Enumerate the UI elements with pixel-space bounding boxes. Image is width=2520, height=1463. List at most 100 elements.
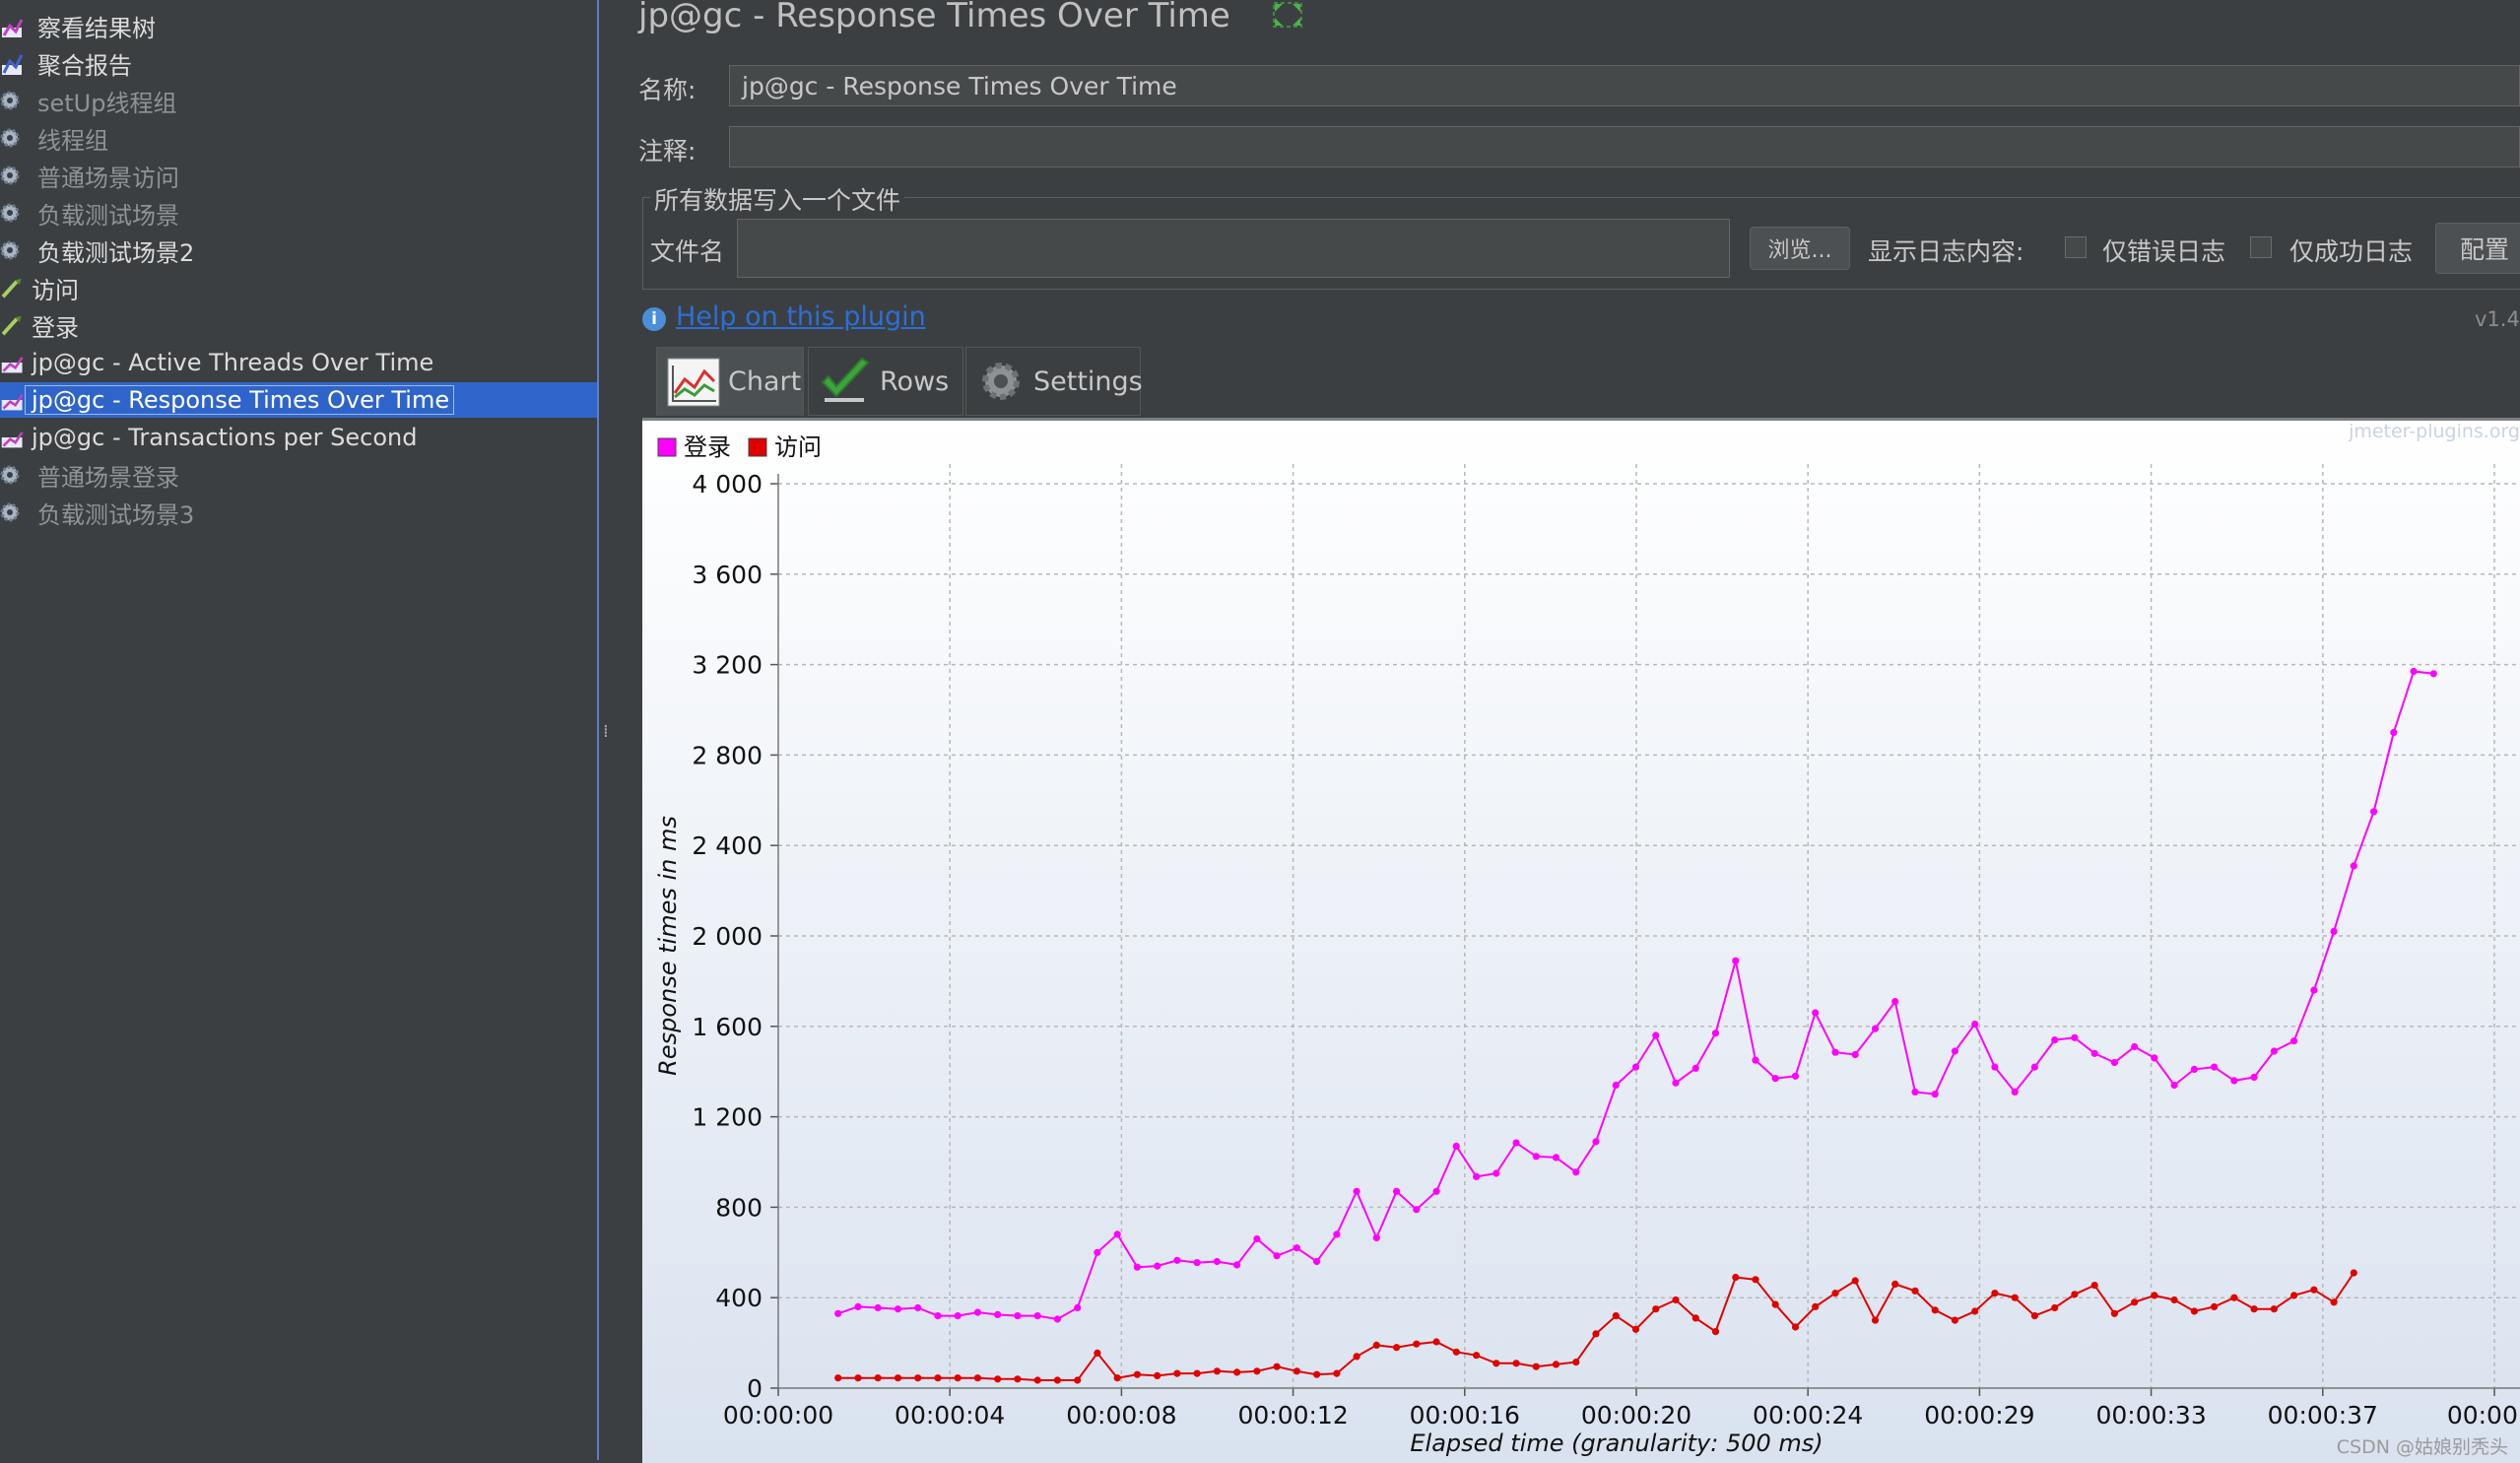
tree-item-label: 普通场景登录 (37, 463, 179, 492)
config-button[interactable]: 配置 (2435, 223, 2520, 274)
data-point (1014, 1312, 1022, 1320)
tree-item[interactable]: jp@gc - Transactions per Second (0, 420, 422, 455)
data-point (1074, 1303, 1082, 1312)
data-point (2090, 1049, 2098, 1057)
data-point (1233, 1261, 1241, 1269)
comment-field[interactable] (729, 126, 2520, 167)
data-point (2011, 1294, 2019, 1301)
tree-item[interactable]: 访问 (0, 270, 83, 305)
success-only-checkbox[interactable] (2250, 236, 2272, 258)
x-tick-label: 00:00:12 (1237, 1401, 1348, 1430)
tree-item[interactable]: setUp线程组 (0, 83, 180, 118)
data-point (1911, 1088, 1919, 1096)
tree-item[interactable]: 普通场景访问 (0, 158, 183, 193)
legend-label: 登录 (684, 433, 731, 461)
pipette-icon (0, 273, 26, 302)
tab-settings[interactable]: Settings (965, 347, 1143, 416)
data-point (2250, 1073, 2258, 1081)
tree-item-label: 负载测试场景 (37, 201, 179, 230)
data-point (2170, 1081, 2178, 1090)
data-point (1552, 1154, 1560, 1162)
tree-item[interactable]: 负载测试场景3 (0, 495, 198, 530)
data-point (1413, 1206, 1421, 1214)
data-point (1771, 1075, 1779, 1083)
data-point (1831, 1290, 1839, 1297)
filename-field[interactable] (737, 219, 1730, 278)
tree-item[interactable]: jp@gc - Response Times Over Time (0, 382, 597, 418)
data-point (1372, 1341, 1380, 1349)
data-point (1572, 1359, 1580, 1366)
divider-grip-icon[interactable]: ⁞ (603, 721, 609, 742)
tab-rows[interactable]: Rows (808, 347, 963, 416)
tree-item-label: 负载测试场景3 (37, 500, 195, 529)
data-point (2270, 1047, 2278, 1055)
data-point (1473, 1352, 1481, 1360)
data-point (1951, 1316, 1958, 1324)
y-tick-label: 4 000 (692, 470, 763, 499)
data-point (2071, 1033, 2079, 1041)
tree-item-label: 登录 (32, 313, 79, 342)
data-point (1911, 1287, 1919, 1295)
data-point (1193, 1369, 1201, 1377)
data-point (1473, 1172, 1481, 1180)
x-tick-label: 00:00:00 (723, 1401, 833, 1430)
data-point (1253, 1367, 1261, 1375)
gear-icon (0, 198, 33, 228)
data-point (2330, 1298, 2338, 1306)
expand-arrows-icon[interactable] (1271, 0, 1304, 30)
errors-only-checkbox[interactable] (2065, 236, 2087, 258)
split-pane-divider[interactable] (597, 0, 599, 1460)
name-field[interactable]: jp@gc - Response Times Over Time (729, 65, 2520, 106)
data-point (1173, 1369, 1181, 1377)
data-point (2290, 1292, 2298, 1299)
tree-item-label: 线程组 (37, 126, 108, 155)
tab-settings-label: Settings (1033, 366, 1143, 397)
data-point (1631, 1063, 1640, 1071)
data-point (1333, 1369, 1341, 1377)
data-point (2250, 1305, 2258, 1313)
data-point (1133, 1263, 1141, 1271)
test-plan-tree: 察看结果树 聚合报告 setUp线程组线程组普通场景访问负载测试场景负载测试场景2 访… (0, 0, 597, 1460)
tree-item[interactable]: 登录 (0, 307, 83, 343)
gear-icon (0, 123, 33, 153)
y-axis-label: Response times in ms (654, 816, 682, 1076)
data-point (2131, 1042, 2139, 1051)
data-point (1652, 1305, 1660, 1313)
tree-item[interactable]: 负载测试场景 (0, 195, 183, 231)
data-point (1951, 1047, 1958, 1055)
info-icon: i (642, 307, 666, 331)
data-point (1133, 1370, 1141, 1378)
tab-rows-label: Rows (880, 366, 950, 397)
tree-item[interactable]: 聚合报告 (0, 45, 136, 81)
data-point (1851, 1277, 1859, 1285)
data-point (1033, 1312, 1041, 1320)
data-point (954, 1374, 962, 1382)
data-point (1213, 1367, 1221, 1375)
data-point (2310, 986, 2318, 994)
data-point (934, 1312, 942, 1320)
x-tick-label: 00:00:33 (2095, 1401, 2206, 1430)
help-link[interactable]: Help on this plugin (676, 301, 926, 332)
tree-item[interactable]: jp@gc - Active Threads Over Time (0, 345, 437, 380)
data-point (854, 1302, 862, 1310)
tree-item[interactable]: 察看结果树 (0, 8, 160, 43)
gear-icon (976, 355, 1026, 408)
data-point (1074, 1376, 1082, 1384)
data-point (1273, 1252, 1281, 1260)
browse-button[interactable]: 浏览... (1750, 227, 1850, 270)
csdn-watermark: CSDN @姑娘别秃头 (2336, 1436, 2508, 1458)
data-point (1313, 1370, 1321, 1378)
data-point (1512, 1139, 1520, 1147)
data-point (1631, 1325, 1640, 1333)
tab-chart[interactable]: Chart (656, 347, 804, 416)
comment-label: 注释: (638, 137, 696, 166)
y-tick-label: 2 400 (692, 831, 763, 860)
log-display-label: 显示日志内容: (1868, 237, 2024, 266)
data-point (1273, 1363, 1281, 1370)
tree-item[interactable]: 线程组 (0, 120, 112, 156)
data-point (1333, 1230, 1341, 1238)
tree-item[interactable]: 普通场景登录 (0, 457, 183, 493)
tree-item[interactable]: 负载测试场景2 (0, 233, 198, 268)
checkmark-icon (819, 355, 872, 408)
data-point (1752, 1056, 1759, 1064)
